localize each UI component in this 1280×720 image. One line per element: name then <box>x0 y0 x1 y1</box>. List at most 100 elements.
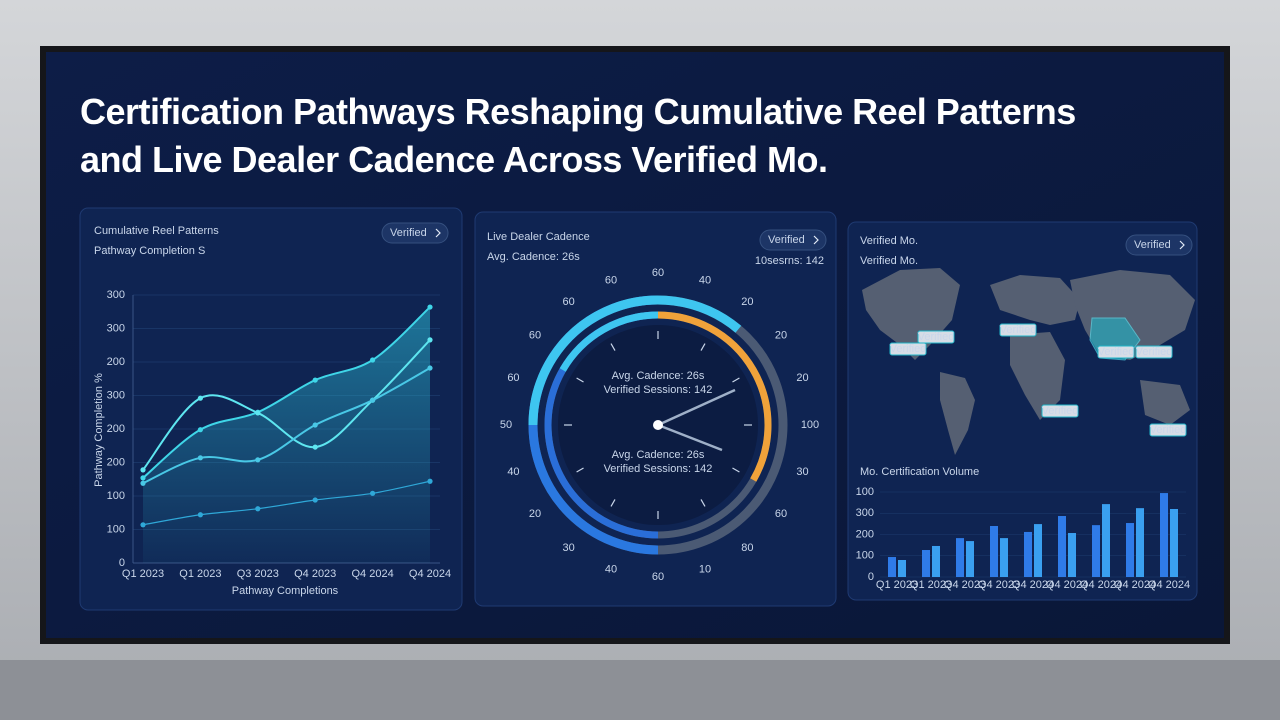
dial-label: 60 <box>652 571 664 583</box>
y-tick-label: 200 <box>856 528 874 540</box>
y-tick-label: 300 <box>107 289 125 301</box>
panel-note: 10sesrns: 142 <box>755 255 824 267</box>
dial-label: 100 <box>801 419 819 431</box>
dial-arc <box>657 311 772 482</box>
map-marker[interactable] <box>1041 404 1079 418</box>
line <box>142 480 431 526</box>
dial-label: 40 <box>699 274 711 286</box>
x-tick-label: Q4 2023 <box>944 579 986 591</box>
dial-label: 60 <box>605 274 617 286</box>
bar <box>1092 525 1100 577</box>
bar <box>898 560 906 577</box>
point <box>255 506 261 512</box>
y-tick-label: 100 <box>856 550 874 562</box>
point <box>312 497 318 503</box>
y-tick-label: 100 <box>107 490 125 502</box>
point <box>370 490 376 496</box>
x-tick-label: Q4 2023 <box>294 568 336 580</box>
bar <box>990 526 998 577</box>
dial-label: 20 <box>741 296 753 308</box>
bar <box>1058 516 1066 577</box>
map-marker-label: Verified <box>1150 424 1187 436</box>
y-tick-label: 200 <box>107 456 125 468</box>
map-marker[interactable] <box>999 323 1037 337</box>
dial-center-text: Verified Sessions: 142 <box>604 384 713 396</box>
chevron-icon <box>813 235 819 245</box>
point <box>312 377 318 383</box>
panel-title: Cumulative Reel Patterns <box>94 225 219 237</box>
bar <box>922 550 930 577</box>
dial-tick <box>700 499 706 507</box>
badge[interactable] <box>759 229 827 251</box>
bar <box>966 541 974 577</box>
dial-tick <box>732 467 740 473</box>
y-axis-label: Pathway Completion % <box>93 373 105 487</box>
y-tick-label: 100 <box>107 523 125 535</box>
dial-label: 40 <box>507 466 519 478</box>
map-marker[interactable] <box>1149 423 1187 437</box>
bar <box>1034 524 1042 577</box>
badge-label: Verified <box>390 227 427 239</box>
dial-center-text: Avg. Cadence: 26s <box>612 449 705 461</box>
point <box>312 444 318 450</box>
bar <box>932 545 940 577</box>
dial-label: 30 <box>796 466 808 478</box>
point <box>255 457 261 463</box>
badge[interactable] <box>1125 234 1193 256</box>
x-tick-label: Q4 2023 <box>978 579 1020 591</box>
x-tick-label: Q4 2024 <box>1080 579 1122 591</box>
dial-label: 50 <box>500 419 512 431</box>
bar <box>888 557 896 577</box>
map-marker[interactable] <box>917 330 955 344</box>
dial-label: 20 <box>529 508 541 520</box>
x-tick-label: Q4 2024 <box>1148 579 1190 591</box>
chevron-icon <box>1179 240 1185 250</box>
x-tick-label: Q4 2024 <box>409 568 451 580</box>
x-tick-label: Q1 2023 <box>910 579 952 591</box>
point <box>427 478 433 484</box>
badge-label: Verified <box>1134 239 1171 251</box>
dial-arc <box>528 295 742 426</box>
panel-title: Verified Mo. <box>860 235 918 247</box>
floor <box>0 660 1280 720</box>
line <box>142 367 431 485</box>
point <box>197 427 203 433</box>
panel-title: Live Dealer Cadence <box>487 231 590 243</box>
needle-hub <box>653 420 663 430</box>
dial-center-text: Verified Sessions: 142 <box>604 463 713 475</box>
x-tick-label: Q4 2024 <box>1114 579 1156 591</box>
point <box>427 304 433 310</box>
dial-label: 10 <box>699 563 711 575</box>
badge[interactable] <box>381 222 449 244</box>
dial-label: 40 <box>605 563 617 575</box>
dial-label: 20 <box>775 330 787 342</box>
map-marker-label: Verified <box>1042 405 1079 417</box>
map-marker-label: Verified <box>890 343 927 355</box>
panel-title: Mo. Certification Volume <box>860 466 979 478</box>
map-marker[interactable] <box>1135 345 1173 359</box>
map-land <box>862 268 1195 455</box>
page-title: Certification Pathways Reshaping Cumulat… <box>80 91 1076 180</box>
point <box>255 410 261 416</box>
map-marker[interactable] <box>889 342 927 356</box>
badge-label: Verified <box>768 234 805 246</box>
bar <box>1102 504 1110 577</box>
dial-label: 60 <box>529 330 541 342</box>
y-tick-label: 0 <box>868 571 874 583</box>
point <box>370 357 376 363</box>
dial-tick <box>610 499 616 507</box>
panel-subtitle: Pathway Completion S <box>94 245 205 257</box>
x-axis-label: Pathway Completions <box>232 585 339 597</box>
map-marker-label: Verified <box>1098 346 1135 358</box>
x-tick-label: Q1 2023 <box>876 579 918 591</box>
dial-label: 60 <box>563 296 575 308</box>
y-tick-label: 300 <box>107 322 125 334</box>
bar <box>1068 533 1076 577</box>
needle <box>657 388 736 427</box>
point <box>140 480 146 486</box>
x-tick-label: Q4 2024 <box>1046 579 1088 591</box>
dial-tick <box>576 377 584 383</box>
map-marker[interactable] <box>1097 345 1135 359</box>
point <box>370 397 376 403</box>
dial-label: 20 <box>796 372 808 384</box>
